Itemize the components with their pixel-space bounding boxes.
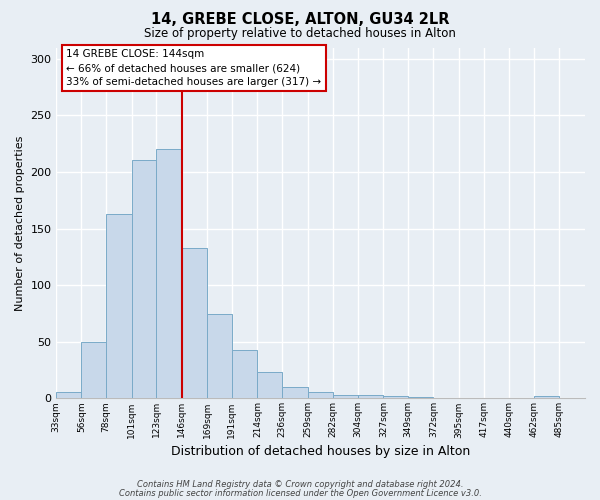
- Bar: [131, 160, 156, 398]
- Bar: [358, 395, 383, 398]
- Text: Size of property relative to detached houses in Alton: Size of property relative to detached ho…: [144, 28, 456, 40]
- Text: 14, GREBE CLOSE, ALTON, GU34 2LR: 14, GREBE CLOSE, ALTON, GU34 2LR: [151, 12, 449, 28]
- Bar: [308, 392, 333, 398]
- Bar: [182, 248, 208, 398]
- Bar: [383, 396, 408, 398]
- Bar: [333, 395, 358, 398]
- Bar: [282, 387, 308, 398]
- Text: Contains HM Land Registry data © Crown copyright and database right 2024.: Contains HM Land Registry data © Crown c…: [137, 480, 463, 489]
- Y-axis label: Number of detached properties: Number of detached properties: [15, 136, 25, 310]
- Bar: [257, 372, 282, 398]
- Text: Contains public sector information licensed under the Open Government Licence v3: Contains public sector information licen…: [119, 488, 481, 498]
- Bar: [106, 214, 131, 398]
- Bar: [208, 314, 232, 398]
- Bar: [156, 150, 182, 398]
- Bar: [56, 392, 82, 398]
- Bar: [534, 396, 559, 398]
- Text: 14 GREBE CLOSE: 144sqm
← 66% of detached houses are smaller (624)
33% of semi-de: 14 GREBE CLOSE: 144sqm ← 66% of detached…: [67, 50, 322, 88]
- Bar: [232, 350, 257, 399]
- Bar: [82, 342, 106, 398]
- X-axis label: Distribution of detached houses by size in Alton: Distribution of detached houses by size …: [171, 444, 470, 458]
